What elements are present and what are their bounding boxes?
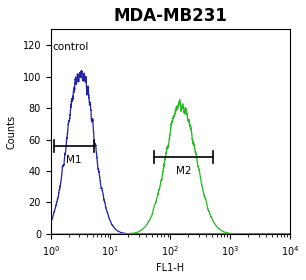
Title: MDA-MB231: MDA-MB231: [113, 7, 227, 25]
Text: M1: M1: [66, 155, 81, 165]
Text: control: control: [52, 42, 88, 52]
X-axis label: FL1-H: FL1-H: [156, 263, 184, 273]
Text: M2: M2: [176, 166, 191, 176]
Y-axis label: Counts: Counts: [7, 115, 17, 149]
